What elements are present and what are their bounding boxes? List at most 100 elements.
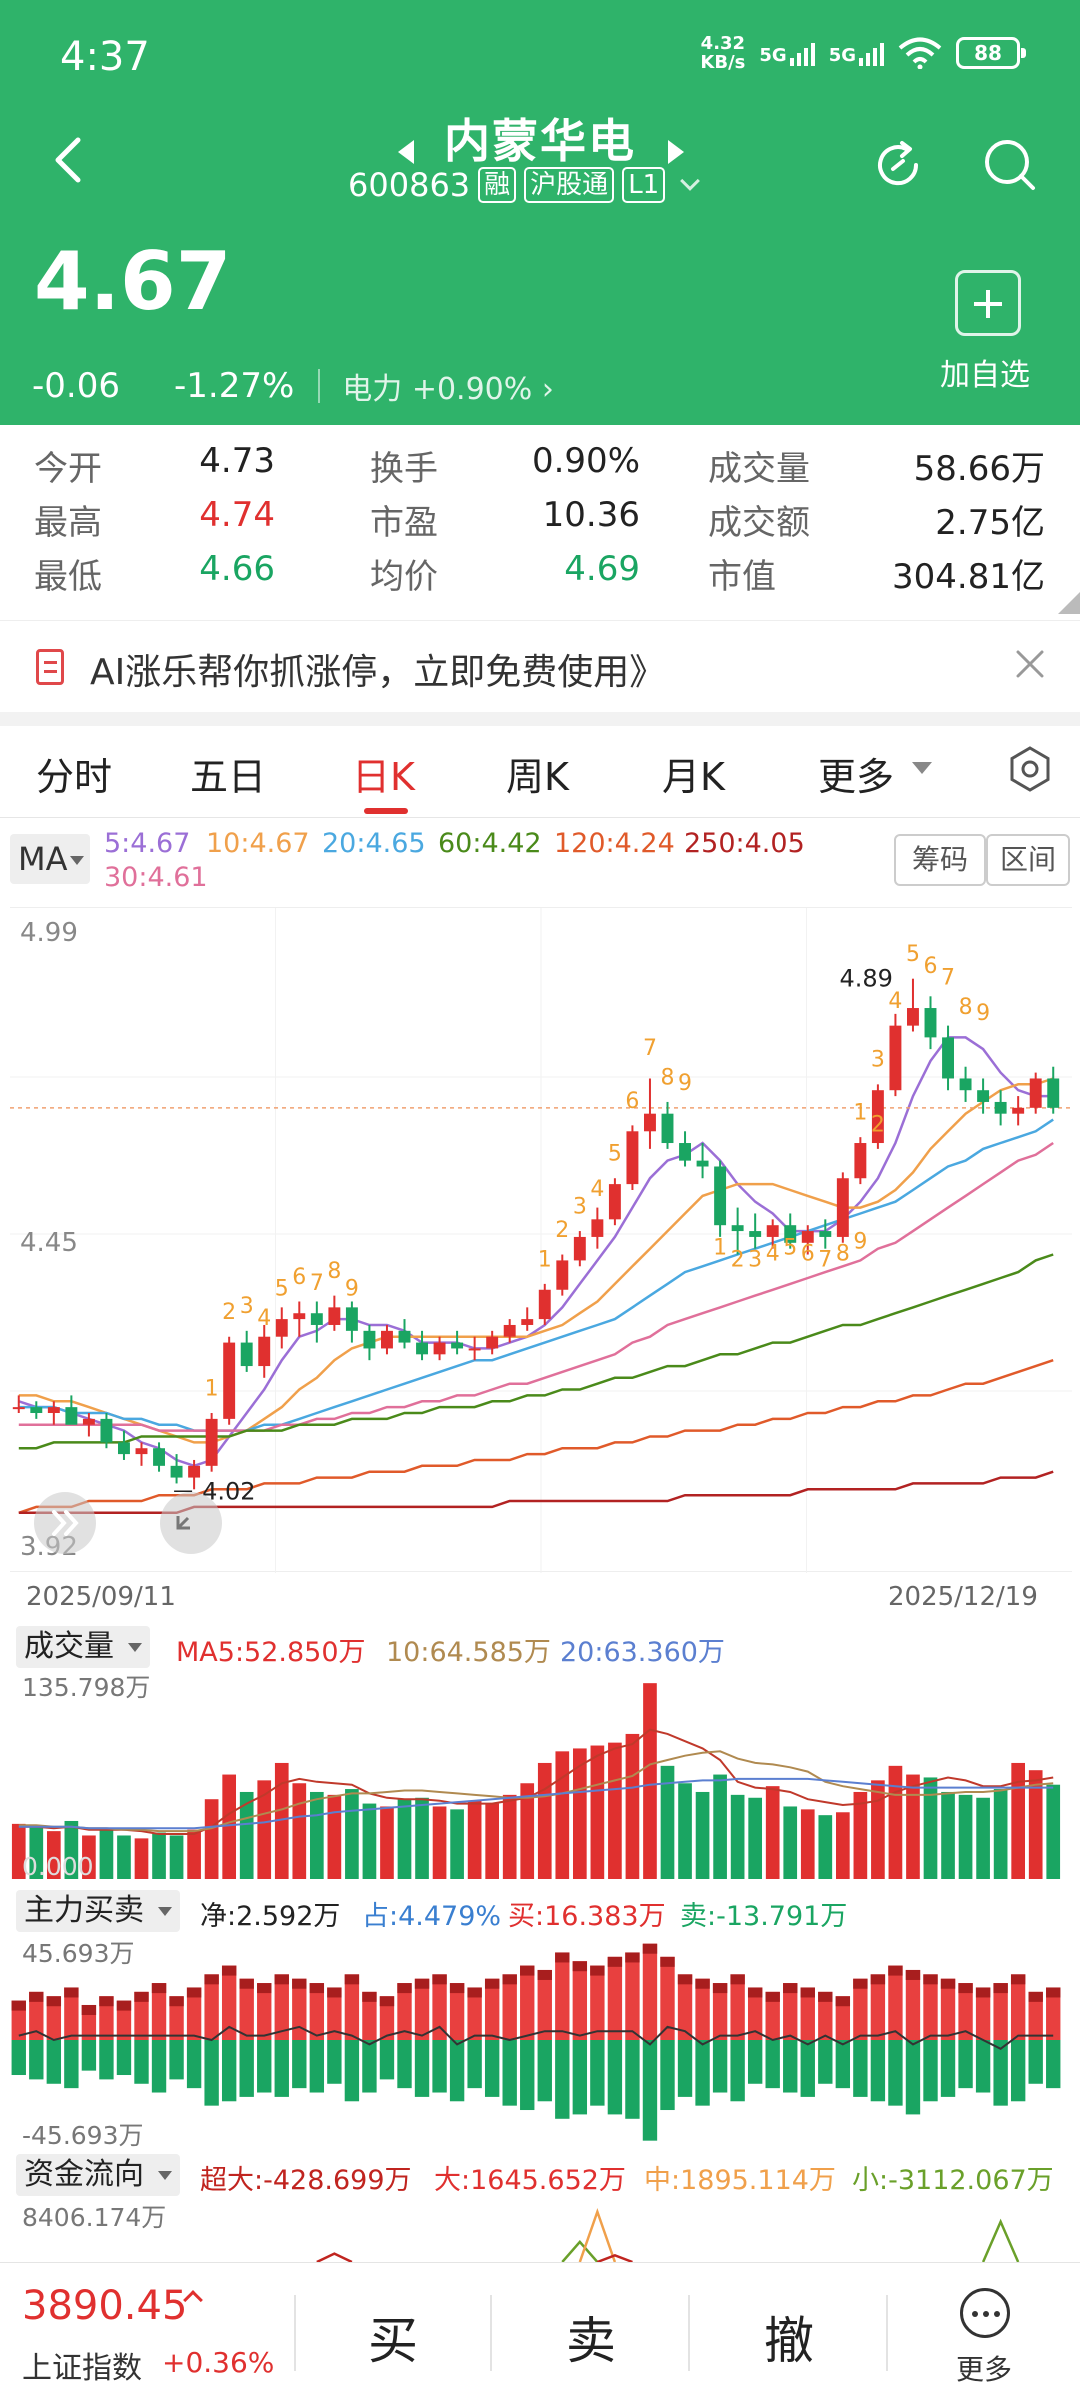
title-wrap: 内蒙华电: [0, 105, 1080, 171]
candle-body: [65, 1407, 78, 1425]
stat-label: 市盈: [370, 503, 438, 543]
mainforce-chart[interactable]: [10, 1934, 1072, 2146]
tab-intraday[interactable]: 分时: [36, 755, 113, 799]
chip-distribution-button[interactable]: 筹码: [894, 834, 986, 886]
volume-bar: [976, 1797, 990, 1879]
mainforce-super-bar: [677, 1974, 693, 1985]
candle-body: [679, 1143, 691, 1161]
candle-body: [1012, 1107, 1025, 1114]
candle-body: [170, 1465, 183, 1478]
tab-five-day[interactable]: 五日: [190, 755, 267, 799]
close-icon[interactable]: [1010, 644, 1050, 684]
ma-indicator-select[interactable]: MA: [10, 834, 90, 884]
volume-indicator-select[interactable]: 成交量: [16, 1626, 150, 1668]
sequence-label: 8: [959, 995, 973, 1020]
document-icon: [36, 649, 64, 685]
tab-monthly-k[interactable]: 月K: [662, 755, 725, 799]
mainforce-sell-bar: [414, 2040, 430, 2097]
ai-banner[interactable]: AI涨乐帮你抓涨停，立即免费使用》: [0, 620, 1080, 712]
plus-icon[interactable]: [955, 270, 1021, 336]
divider: [688, 2295, 690, 2371]
index-name[interactable]: 上证指数: [22, 2351, 142, 2386]
cancel-order-button[interactable]: 撤: [764, 2312, 814, 2370]
candle-body: [275, 1319, 288, 1337]
mainforce-sell-bar: [467, 2040, 482, 2089]
volume-chart[interactable]: [10, 1674, 1072, 1884]
sequence-label: 6: [625, 1089, 639, 1114]
mainforce-super-bar: [1010, 1974, 1026, 1985]
volume-bar: [222, 1774, 237, 1879]
mainforce-buy-bar: [590, 1965, 605, 2040]
status-bar: 4:37 4.32 KB/s 5G 5G 88: [0, 0, 1080, 110]
sequence-label: 3: [871, 1048, 885, 1073]
y-axis-mid-label: 4.45: [20, 1228, 78, 1258]
fundflow-indicator-select[interactable]: 资金流向: [16, 2154, 180, 2196]
mainforce-buy-bar: [292, 1978, 307, 2040]
prev-stock-icon[interactable]: [398, 140, 414, 164]
sequence-label: 4: [766, 1241, 780, 1266]
mainforce-super-bar: [292, 1978, 307, 1989]
next-stock-icon[interactable]: [668, 140, 684, 164]
volume-ma20-line: [18, 1777, 1054, 1830]
refresh-icon[interactable]: [868, 135, 928, 195]
wifi-icon: [898, 37, 942, 69]
volume-bar: [239, 1791, 254, 1879]
mainforce-sell-bar: [730, 2040, 745, 2102]
mainforce-sell-bar: [783, 2040, 798, 2093]
search-icon[interactable]: [980, 135, 1040, 195]
collapse-double-chevron-icon[interactable]: [34, 1492, 96, 1554]
sell-button[interactable]: 卖: [566, 2312, 616, 2370]
mainforce-super-bar: [765, 1991, 780, 2002]
mainforce-indicator-select[interactable]: 主力买卖: [16, 1890, 180, 1932]
ma-line-ma60: [18, 1253, 1054, 1450]
mainforce-buy-bar: [64, 1987, 79, 2040]
tab-weekly-k[interactable]: 周K: [506, 755, 569, 799]
mainforce-buy-bar: [520, 1965, 535, 2040]
range-button[interactable]: 区间: [986, 834, 1070, 886]
volume-zero-label: 0.000: [22, 1852, 94, 1881]
more-button[interactable]: 更多: [956, 2353, 1013, 2386]
sector-link[interactable]: 电力 +0.90% ›: [342, 372, 554, 407]
dropdown-caret-icon[interactable]: [912, 762, 932, 774]
tab-more[interactable]: 更多: [818, 755, 895, 799]
mainforce-sell-bar: [537, 2040, 552, 2102]
mainforce-super-bar: [888, 1965, 903, 1976]
mainforce-super-bar: [327, 1987, 342, 1998]
stat-value: 2.75亿: [935, 503, 1045, 543]
volume-bar: [555, 1751, 570, 1879]
mainforce-buy-bar: [923, 1974, 938, 2040]
index-value[interactable]: 3890.45: [22, 2283, 188, 2329]
mainforce-super-bar: [116, 2000, 132, 2011]
fundflow-chart[interactable]: [10, 2196, 1072, 2262]
sequence-label: 6: [801, 1241, 815, 1266]
ma120-value: 120:4.24: [554, 828, 675, 859]
mainforce-buy-bar: [818, 1991, 833, 2040]
mainforce-super-bar: [800, 1987, 815, 1998]
chevron-right-icon: ›: [541, 372, 554, 407]
tab-daily-k[interactable]: 日K: [352, 755, 415, 799]
candle-body: [188, 1465, 201, 1478]
mainforce-buy-bar: [169, 1996, 184, 2040]
kline-chart[interactable]: 1 2 3 4 5 6 7 8 9 1 2 3 4 5 6 7 8 9 1 2 3 4 5 6 7 8 9 1 2 3 4 5 6 7 8 9 4.89…: [10, 907, 1072, 1573]
volume-ma5-line: [18, 1728, 1054, 1835]
settings-hexagon-icon[interactable]: [1005, 744, 1055, 794]
chevron-down-icon[interactable]: [680, 171, 701, 191]
candle-body: [907, 1008, 919, 1026]
add-favorite-label[interactable]: 加自选: [940, 358, 1030, 393]
buy-button[interactable]: 买: [368, 2312, 418, 2370]
mainforce-sell-bar: [502, 2040, 517, 2106]
candle-body: [258, 1336, 271, 1367]
candle-body: [153, 1448, 165, 1466]
back-arrow-icon[interactable]: [44, 130, 94, 190]
mainforce-super-bar: [835, 1996, 851, 2007]
crosshair-icon[interactable]: [160, 1492, 222, 1554]
candle-body: [118, 1442, 130, 1455]
candle-body: [521, 1319, 534, 1325]
mainforce-sell-bar: [204, 2040, 219, 2106]
more-dots-icon[interactable]: [960, 2288, 1010, 2338]
ai-banner-text[interactable]: AI涨乐帮你抓涨停，立即免费使用》: [90, 652, 666, 693]
stock-name: 内蒙华电: [444, 114, 636, 168]
expand-corner-icon[interactable]: [1058, 592, 1080, 614]
mainforce-super-bar: [572, 1961, 588, 1972]
mainforce-super-bar: [204, 1974, 219, 1985]
